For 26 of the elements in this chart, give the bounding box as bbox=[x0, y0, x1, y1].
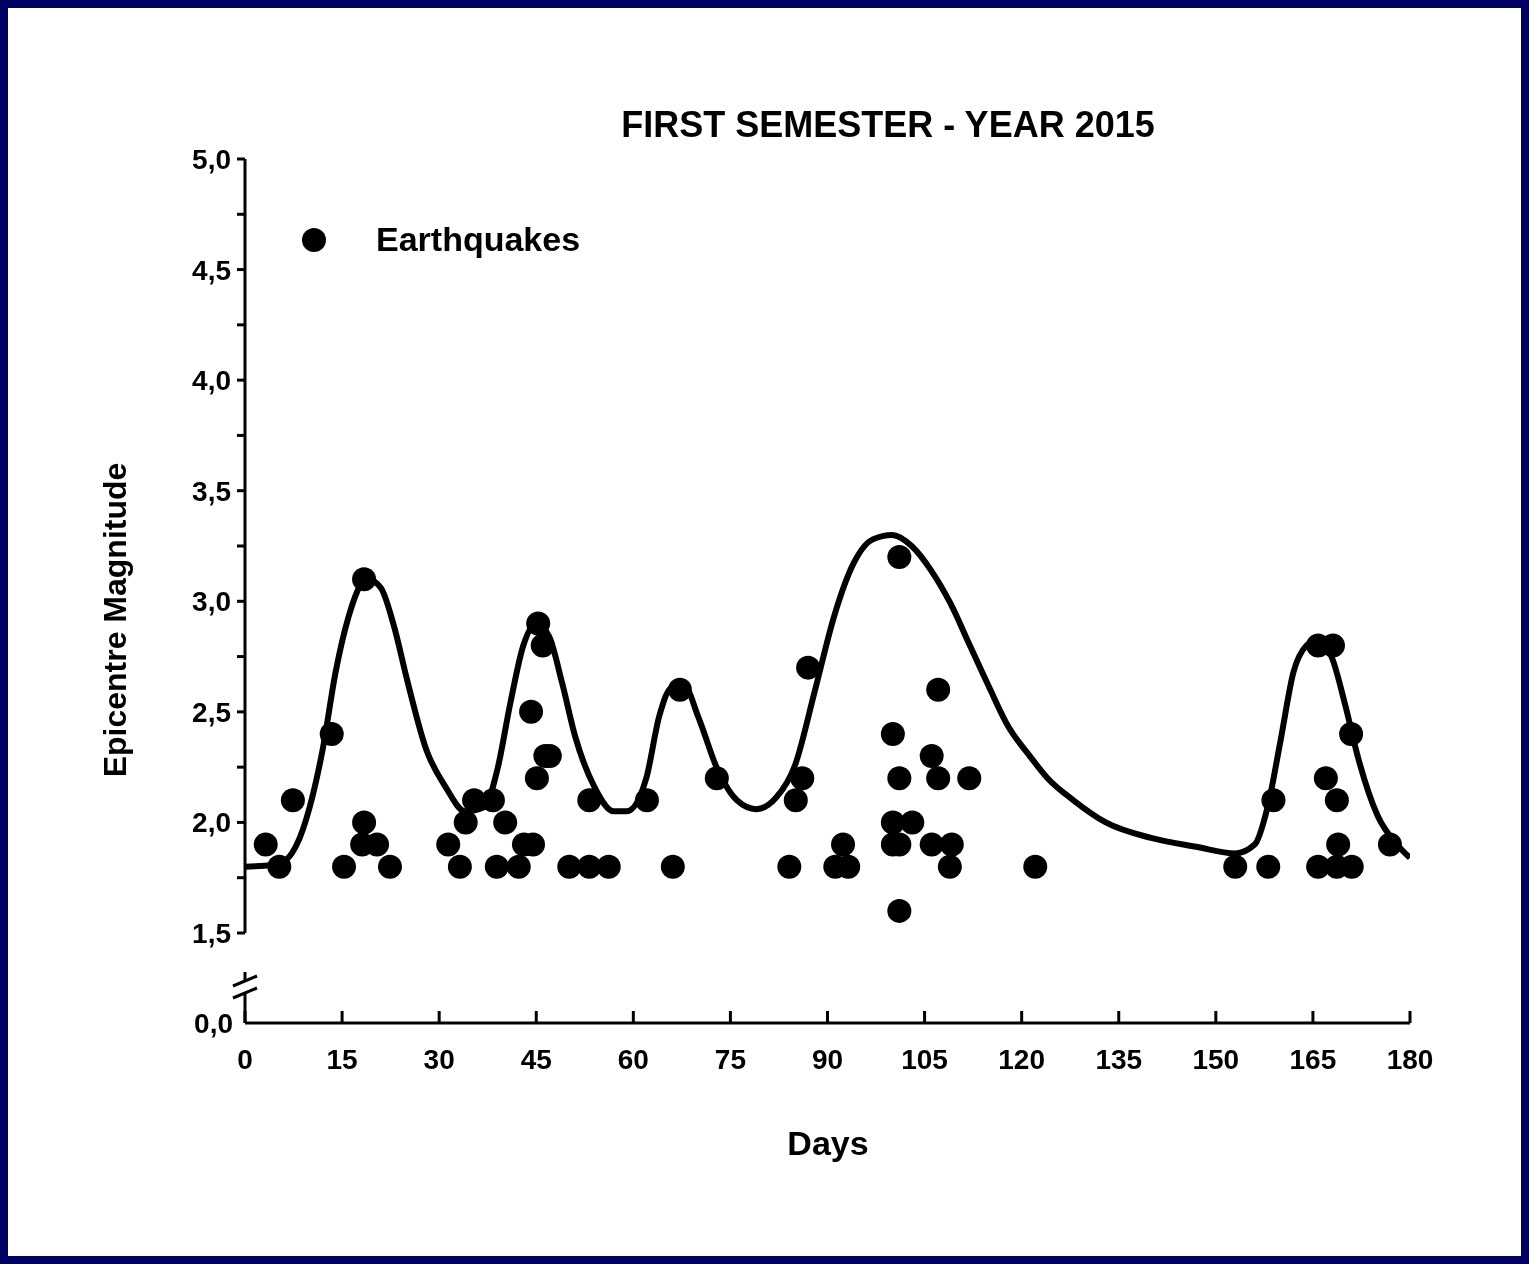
x-tick-label: 30 bbox=[423, 1044, 455, 1075]
x-tick-label: 90 bbox=[811, 1044, 844, 1075]
chart-title: FIRST SEMESTER - YEAR 2015 bbox=[621, 104, 1155, 145]
x-tick-label: 60 bbox=[617, 1044, 649, 1075]
y-tick-label: 3,0 bbox=[192, 586, 231, 618]
x-tick-label: 105 bbox=[901, 1044, 948, 1075]
legend-label: Earthquakes bbox=[376, 220, 581, 259]
y-tick-label: 2,5 bbox=[192, 696, 231, 728]
y-tick-label: 2,0 bbox=[192, 807, 231, 839]
x-tick-label: 45 bbox=[520, 1044, 552, 1075]
text: 0,0 bbox=[194, 1008, 233, 1039]
y-axis-title: Epicentre Magnitude bbox=[97, 462, 133, 778]
x-axis-title: Days bbox=[787, 1124, 869, 1162]
x-tick-label: 150 bbox=[1192, 1044, 1240, 1075]
x-tick-label: 180 bbox=[1386, 1044, 1434, 1075]
y-tick-label: 3,5 bbox=[192, 475, 231, 507]
y-tick-label: 1,5 bbox=[192, 918, 231, 949]
x-tick-label: 75 bbox=[714, 1044, 746, 1075]
y-tick-label: 5,0 bbox=[192, 144, 231, 175]
x-tick-label: 135 bbox=[1095, 1044, 1143, 1075]
y-tick-label: 4,0 bbox=[192, 365, 231, 397]
x-tick-label: 15 bbox=[326, 1044, 358, 1075]
x-tick-label: 0 bbox=[237, 1044, 253, 1075]
y-tick-label: 4,5 bbox=[192, 254, 231, 286]
x-tick-label: 120 bbox=[998, 1044, 1046, 1075]
x-tick-label: 165 bbox=[1289, 1044, 1337, 1075]
